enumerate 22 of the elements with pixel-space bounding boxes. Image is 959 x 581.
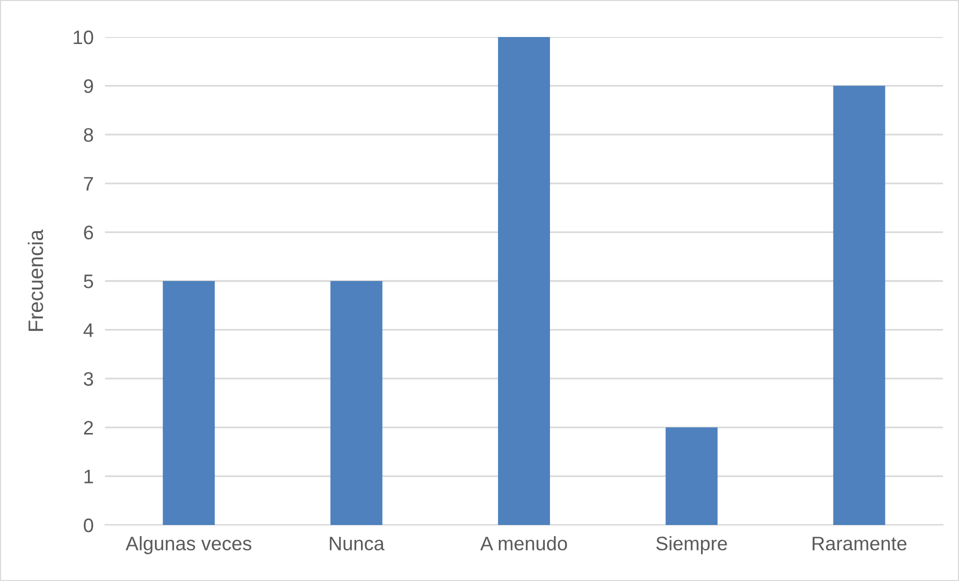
y-tick-label: 8 [84, 128, 94, 142]
y-tick-label: 10 [74, 30, 94, 44]
y-tick-label: 3 [84, 372, 94, 386]
y-tick-label: 4 [84, 323, 94, 337]
bar [330, 281, 382, 525]
x-tick-label: Siempre [656, 536, 727, 554]
y-tick-label: 6 [84, 226, 94, 240]
y-axis-title: Frecuencia [28, 229, 44, 331]
bar [833, 86, 886, 525]
y-tick-label: 1 [84, 470, 93, 484]
x-tick-label: Algunas veces [126, 536, 252, 554]
y-tick-label: 5 [84, 274, 94, 288]
bar [162, 281, 215, 525]
x-tick-label: Nunca [330, 536, 385, 550]
y-tick-label: 7 [84, 177, 93, 190]
y-tick-label: 9 [84, 79, 93, 94]
x-tick-label: A menudo [480, 536, 567, 550]
y-tick-label: 2 [84, 420, 93, 434]
bar [498, 37, 550, 525]
x-tick-label: Raramente [812, 536, 906, 550]
y-tick-label: 0 [84, 518, 94, 532]
bar [666, 427, 718, 525]
